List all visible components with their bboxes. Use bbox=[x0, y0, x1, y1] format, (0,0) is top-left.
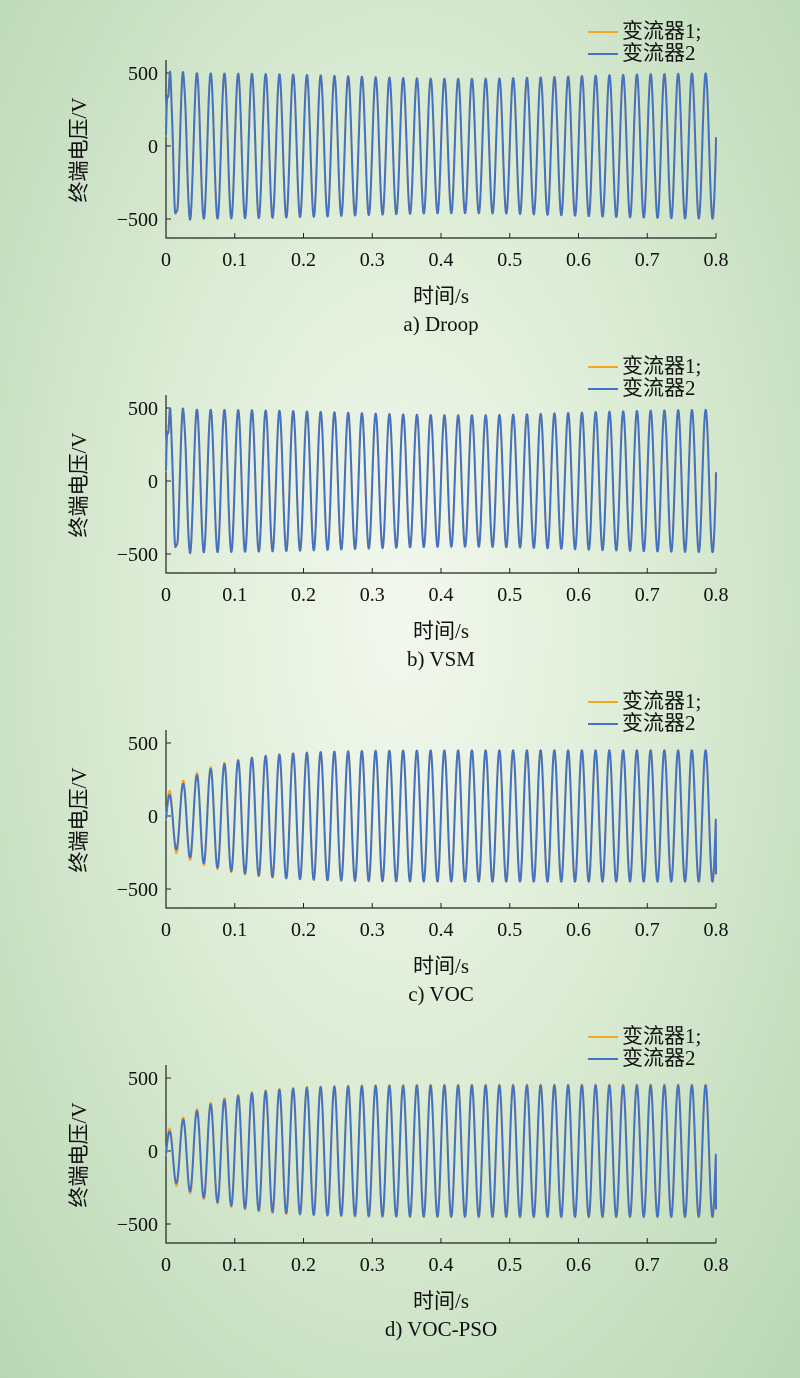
y-axis-label: 终端电压/V bbox=[67, 98, 91, 203]
x-tick-label: 0.6 bbox=[566, 1254, 591, 1276]
y-tick-label: 500 bbox=[128, 63, 158, 85]
x-tick-label: 0.1 bbox=[222, 584, 247, 606]
x-axis-label: 时间/s bbox=[413, 284, 469, 308]
x-tick-label: 0.2 bbox=[291, 919, 316, 941]
x-tick-label: 0.5 bbox=[497, 1254, 522, 1276]
x-axis-label: 时间/s bbox=[413, 1289, 469, 1313]
chart-panel-3: 0 0.1 0.2 0.3 0.4 0.5 0.6 0.7 0.8 500 0 −500 变流器1; 变流… bbox=[0, 670, 800, 1005]
y-tick-label: −500 bbox=[117, 1214, 158, 1236]
y-tick-label: 0 bbox=[148, 136, 158, 158]
series-line-2 bbox=[165, 1084, 717, 1218]
x-tick-label: 0.5 bbox=[497, 584, 522, 606]
y-axis-label: 终端电压/V bbox=[67, 768, 91, 873]
x-tick-label: 0.7 bbox=[635, 249, 660, 271]
x-tick-label: 0.7 bbox=[635, 919, 660, 941]
x-tick-label: 0.3 bbox=[360, 584, 385, 606]
legend-label-1: 变流器1; bbox=[622, 1024, 701, 1048]
x-tick-label: 0 bbox=[161, 584, 171, 606]
x-tick-label: 0.7 bbox=[635, 584, 660, 606]
x-tick-label: 0.8 bbox=[704, 1254, 729, 1276]
x-tick-label: 0.8 bbox=[704, 249, 729, 271]
chart-svg: 0 0.1 0.2 0.3 0.4 0.5 0.6 0.7 0.85000−500变流器1;变流… bbox=[67, 354, 729, 670]
x-tick-label: 0.6 bbox=[566, 919, 591, 941]
x-tick-label: 0.1 bbox=[222, 1254, 247, 1276]
x-tick-label: 0.4 bbox=[429, 919, 454, 941]
chart-caption: b) VSM bbox=[407, 647, 475, 670]
y-tick-label: 0 bbox=[148, 471, 158, 493]
x-axis-label: 时间/s bbox=[413, 619, 469, 643]
x-tick-label: 0 bbox=[161, 1254, 171, 1276]
chart-panel-1: 0 0.1 0.2 0.3 0.4 0.5 0.6 0.7 0.8 500 0 −500 变流器1; 变流… bbox=[0, 0, 800, 335]
legend-label-1: 变流器1; bbox=[622, 689, 701, 713]
x-tick-label: 0.2 bbox=[291, 249, 316, 271]
y-axis-label: 终端电压/V bbox=[67, 1103, 91, 1208]
x-tick-label: 0.3 bbox=[360, 249, 385, 271]
y-tick-label: −500 bbox=[117, 544, 158, 566]
legend-label-2: 变流器2 bbox=[622, 41, 696, 65]
series-line-2 bbox=[165, 749, 717, 883]
y-tick-label: −500 bbox=[117, 209, 158, 231]
legend-label-2: 变流器2 bbox=[622, 711, 696, 735]
x-tick-label: 0.6 bbox=[566, 249, 591, 271]
x-tick-label: 0.4 bbox=[429, 249, 454, 271]
chart-svg: 0 0.1 0.2 0.3 0.4 0.5 0.6 0.7 0.85000−500变流器1;变流… bbox=[67, 19, 729, 335]
x-tick-label: 0.2 bbox=[291, 1254, 316, 1276]
chart-panel-2: 0 0.1 0.2 0.3 0.4 0.5 0.6 0.7 0.8 500 0 −500 变流器1; 变流… bbox=[0, 335, 800, 670]
series-line-2 bbox=[165, 70, 717, 221]
x-tick-label: 0 bbox=[161, 919, 171, 941]
series-line-2 bbox=[165, 407, 717, 555]
x-tick-label: 0.3 bbox=[360, 1254, 385, 1276]
legend-label-2: 变流器2 bbox=[622, 1046, 696, 1070]
x-tick-label: 0.8 bbox=[704, 584, 729, 606]
y-tick-label: −500 bbox=[117, 879, 158, 901]
x-tick-label: 0.4 bbox=[429, 1254, 454, 1276]
y-tick-label: 0 bbox=[148, 1141, 158, 1163]
y-tick-label: 500 bbox=[128, 1068, 158, 1090]
x-tick-label: 0.1 bbox=[222, 249, 247, 271]
x-tick-label: 0.5 bbox=[497, 249, 522, 271]
chart-svg: 0 0.1 0.2 0.3 0.4 0.5 0.6 0.7 0.85000−500变流器1;变流… bbox=[67, 1024, 729, 1340]
legend-label-1: 变流器1; bbox=[622, 19, 701, 43]
x-tick-label: 0.3 bbox=[360, 919, 385, 941]
x-tick-label: 0.4 bbox=[429, 584, 454, 606]
x-tick-label: 0.7 bbox=[635, 1254, 660, 1276]
x-axis-label: 时间/s bbox=[413, 954, 469, 978]
y-tick-label: 500 bbox=[128, 733, 158, 755]
chart-caption: a) Droop bbox=[403, 312, 478, 335]
chart-caption: c) VOC bbox=[408, 982, 474, 1005]
chart-caption: d) VOC-PSO bbox=[385, 1317, 497, 1340]
chart-svg: 0 0.1 0.2 0.3 0.4 0.5 0.6 0.7 0.85000−500变流器1;变流… bbox=[67, 689, 729, 1005]
x-tick-label: 0.1 bbox=[222, 919, 247, 941]
legend-label-1: 变流器1; bbox=[622, 354, 701, 378]
legend-label-2: 变流器2 bbox=[622, 376, 696, 400]
y-tick-label: 0 bbox=[148, 806, 158, 828]
y-axis-label: 终端电压/V bbox=[67, 433, 91, 538]
x-tick-label: 0.2 bbox=[291, 584, 316, 606]
x-tick-label: 0.5 bbox=[497, 919, 522, 941]
x-tick-label: 0.8 bbox=[704, 919, 729, 941]
y-tick-label: 500 bbox=[128, 398, 158, 420]
x-tick-label: 0 bbox=[161, 249, 171, 271]
chart-panel-4: 0 0.1 0.2 0.3 0.4 0.5 0.6 0.7 0.8 500 0 −500 变流器1; 变流… bbox=[0, 1005, 800, 1340]
x-tick-label: 0.6 bbox=[566, 584, 591, 606]
